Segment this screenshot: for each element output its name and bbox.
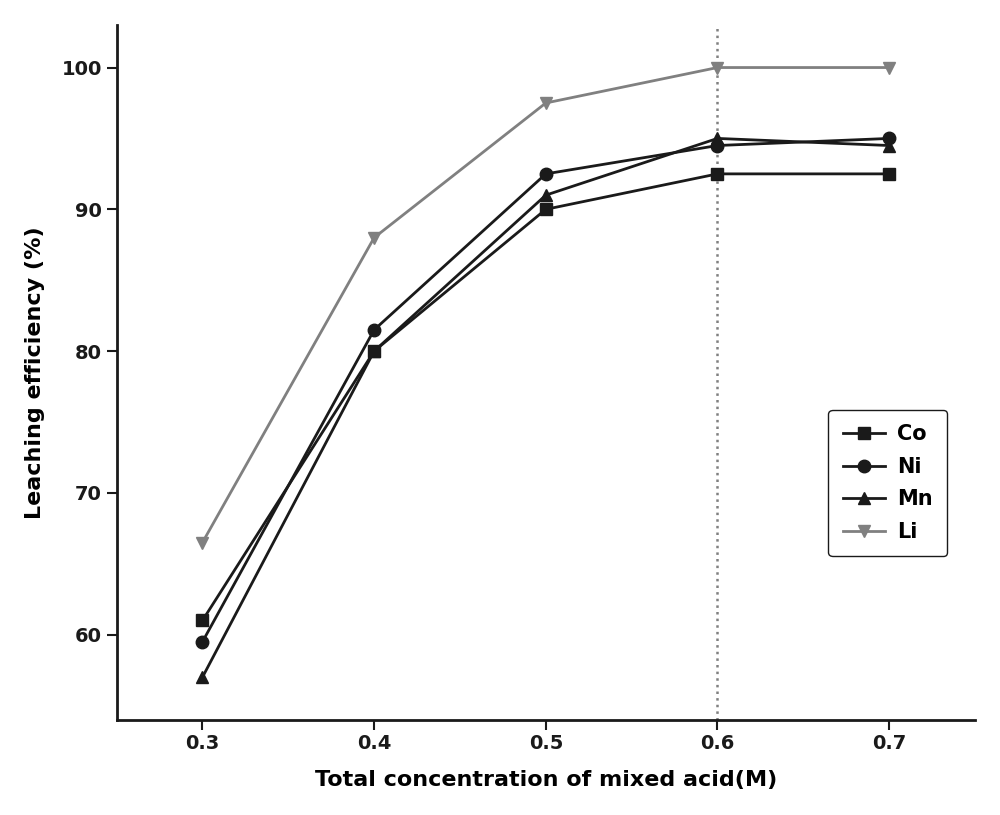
- Li: [883, 63, 895, 73]
- Li: [196, 538, 208, 548]
- Co: [540, 205, 552, 214]
- Li: [711, 63, 723, 73]
- Line: Li: Li: [196, 61, 895, 548]
- Ni: [196, 637, 208, 646]
- X-axis label: Total concentration of mixed acid(M): Total concentration of mixed acid(M): [315, 770, 777, 790]
- Legend: Co, Ni, Mn, Li: Co, Ni, Mn, Li: [828, 410, 947, 557]
- Co: [711, 169, 723, 178]
- Ni: [883, 134, 895, 143]
- Mn: [883, 141, 895, 151]
- Mn: [711, 134, 723, 143]
- Co: [368, 346, 380, 356]
- Ni: [711, 141, 723, 151]
- Li: [368, 233, 380, 243]
- Y-axis label: Leaching efficiency (%): Leaching efficiency (%): [25, 226, 45, 518]
- Line: Co: Co: [196, 168, 895, 627]
- Li: [540, 98, 552, 108]
- Co: [196, 615, 208, 625]
- Mn: [368, 346, 380, 356]
- Line: Mn: Mn: [196, 132, 895, 684]
- Ni: [540, 169, 552, 178]
- Ni: [368, 325, 380, 335]
- Mn: [196, 672, 208, 682]
- Mn: [540, 190, 552, 200]
- Line: Ni: Ni: [196, 132, 895, 648]
- Co: [883, 169, 895, 178]
